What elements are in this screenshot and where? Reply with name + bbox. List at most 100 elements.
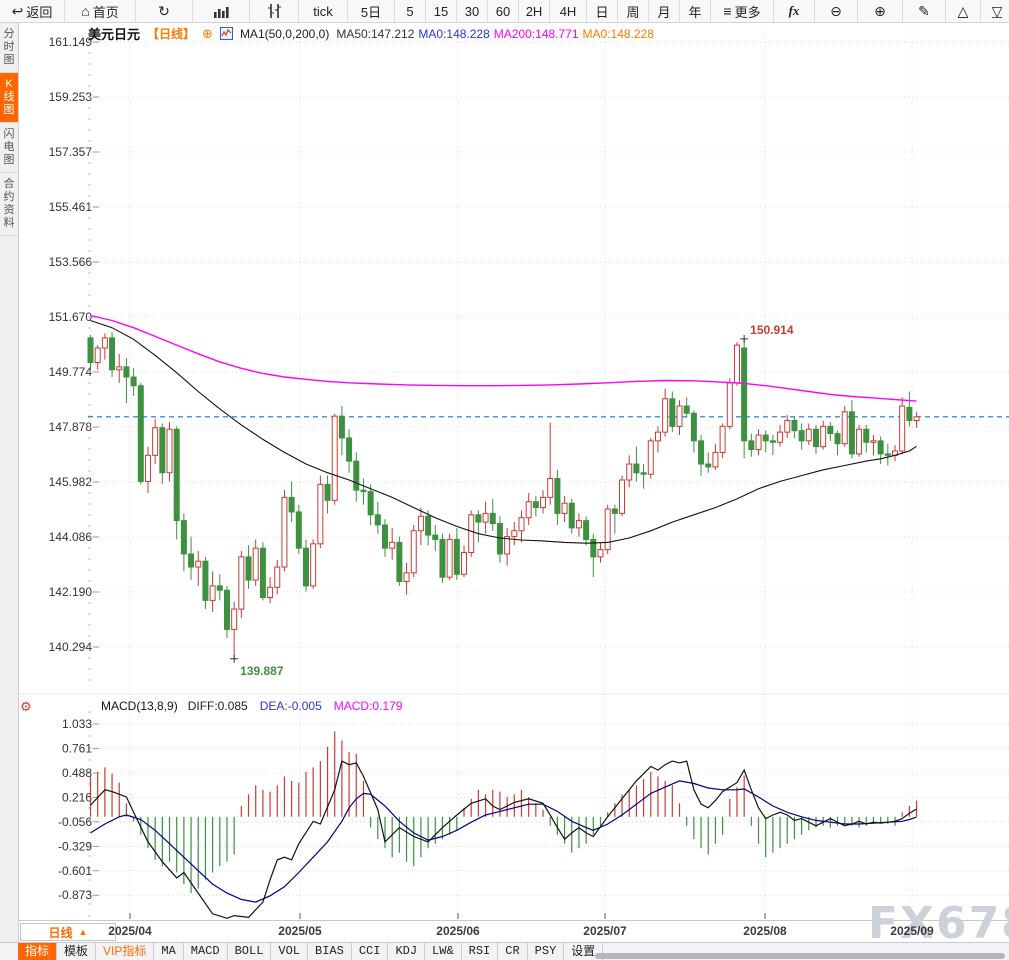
tab-time-share-chart[interactable]: 分时图 xyxy=(0,23,18,73)
more-button[interactable]: ≡ 更多 xyxy=(711,0,774,22)
zoom-in-button[interactable]: ⊕ xyxy=(858,0,903,22)
tab-settings[interactable]: 设置 xyxy=(564,943,604,960)
period-30m-button-label: 30 xyxy=(464,3,480,19)
period-day-button-label: 日 xyxy=(595,4,609,20)
svg-text:0.488: 0.488 xyxy=(62,766,92,780)
svg-text:-0.601: -0.601 xyxy=(58,864,92,878)
x-axis-month-label: 2025/08 xyxy=(743,924,787,938)
symbol-period-label: 【日线】 xyxy=(147,27,196,41)
home-button-label: 首页 xyxy=(92,4,119,20)
macd-title: MACD(13,8,9) xyxy=(101,699,178,713)
svg-text:144.086: 144.086 xyxy=(49,530,93,544)
watermark: FX678 xyxy=(868,898,1009,949)
tab-psy[interactable]: PSY xyxy=(528,943,565,960)
tab-vip-indicators[interactable]: VIP指标 xyxy=(96,943,155,960)
symbol-header: 美元日元 【日线】 ⊕ MA1(50,0,200,0) MA50:147.212… xyxy=(88,24,658,43)
macd-value-label: DIFF:0.085 xyxy=(187,699,248,713)
period-4h-button-label: 4H xyxy=(559,3,577,19)
tab-cci[interactable]: CCI xyxy=(352,943,389,960)
svg-text:147.878: 147.878 xyxy=(49,420,93,434)
refresh-button[interactable]: ↻ xyxy=(136,0,193,22)
high-annotation: 150.914 xyxy=(740,323,794,343)
tab-templates[interactable]: 模板 xyxy=(57,943,97,960)
period-5m-button[interactable]: 5 xyxy=(395,0,426,22)
period-2h-button[interactable]: 2H xyxy=(519,0,550,22)
svg-text:149.774: 149.774 xyxy=(49,365,93,379)
x-axis-month-label: 2025/09 xyxy=(890,924,934,938)
ma-settings-label: MA1(50,0,200,0) xyxy=(239,26,330,41)
back-button-label: 返回 xyxy=(26,4,53,20)
tab-lightning-chart[interactable]: 闪电图 xyxy=(0,123,18,173)
tick-period-button[interactable]: tick xyxy=(299,0,348,22)
tab-indicators[interactable]: 指标 xyxy=(18,943,58,960)
period-month-button[interactable]: 月 xyxy=(649,0,680,22)
period-week-button[interactable]: 周 xyxy=(618,0,649,22)
period-15m-button[interactable]: 15 xyxy=(426,0,457,22)
svg-text:-0.873: -0.873 xyxy=(58,888,92,902)
zoom-out-button[interactable]: ⊖ xyxy=(815,0,858,22)
svg-text:150.914: 150.914 xyxy=(750,323,794,337)
tab-contract-info[interactable]: 合约资料 xyxy=(0,173,18,236)
period-year-button[interactable]: 年 xyxy=(680,0,711,22)
tick-period-button-label: tick xyxy=(313,3,333,19)
macd-header: MACD(13,8,9) DIFF:0.085 DEA:-0.005 MACD:0.… xyxy=(101,699,402,713)
tab-ma[interactable]: MA xyxy=(154,943,184,960)
diff-line xyxy=(90,760,917,919)
period-month-button-label: 月 xyxy=(657,4,671,20)
buy-marker-button[interactable]: △ xyxy=(946,0,981,22)
tab-vol[interactable]: VOL xyxy=(271,943,309,960)
period-4h-button[interactable]: 4H xyxy=(550,0,587,22)
svg-text:145.982: 145.982 xyxy=(49,475,93,489)
refresh-button-icon: ↻ xyxy=(158,3,170,19)
period-60m-button[interactable]: 60 xyxy=(488,0,519,22)
sell-marker-button[interactable]: ▽ xyxy=(981,0,1009,22)
low-annotation: 139.887 xyxy=(230,654,284,678)
svg-text:139.887: 139.887 xyxy=(240,664,284,678)
indicator-settings-icon[interactable]: ⚙ xyxy=(20,699,32,714)
tab-cr[interactable]: CR xyxy=(498,943,528,960)
svg-text:142.190: 142.190 xyxy=(49,585,93,599)
back-button[interactable]: ↩ 返回 xyxy=(0,0,65,22)
period-5m-button-label: 5 xyxy=(406,3,414,19)
period-60m-button-label: 60 xyxy=(495,3,511,19)
period-15m-button-label: 15 xyxy=(433,3,449,19)
macd-histogram xyxy=(89,731,918,894)
top-toolbar: ↩返回⌂首页↻tick5日51530602H4H日周月年≡更多fx⊖⊕✎△▽$模… xyxy=(0,0,1009,23)
tab-kline-chart[interactable]: K线图 xyxy=(0,73,18,123)
tab-bias[interactable]: BIAS xyxy=(308,943,352,960)
svg-text:1.033: 1.033 xyxy=(62,717,92,731)
fx-indicator-button[interactable]: fx xyxy=(774,0,815,22)
sell-marker-button-icon: ▽ xyxy=(991,2,1003,19)
tab-boll[interactable]: BOLL xyxy=(228,943,272,960)
candlestick-icon xyxy=(267,4,281,18)
ma50-line xyxy=(90,319,917,544)
svg-text:153.566: 153.566 xyxy=(49,255,93,269)
macd-value-label: MACD:0.179 xyxy=(333,699,403,713)
tab-macd[interactable]: MACD xyxy=(184,943,228,960)
timeframe-label: 日线 xyxy=(48,925,73,940)
home-button-icon: ⌂ xyxy=(81,3,90,19)
period-day-button[interactable]: 日 xyxy=(587,0,618,22)
zoom-in-button-icon: ⊕ xyxy=(874,3,886,19)
timeframe-selector[interactable]: 日线 ▲ xyxy=(20,923,116,941)
period-5d-button[interactable]: 5日 xyxy=(348,0,395,22)
add-indicator-icon[interactable]: ⊕ xyxy=(202,25,213,41)
grid: 161.149 159.253 157.357 155.461 153.566 151.6… xyxy=(18,30,1009,919)
tab-rsi[interactable]: RSI xyxy=(462,943,499,960)
period-30m-button[interactable]: 30 xyxy=(457,0,488,22)
ma200-line xyxy=(90,314,917,402)
tab-lwr[interactable]: LW& xyxy=(425,943,462,960)
period-2h-button-label: 2H xyxy=(525,3,543,19)
h-scrollbar-thumb[interactable] xyxy=(595,953,1005,959)
svg-text:-0.056: -0.056 xyxy=(58,815,92,829)
svg-text:157.357: 157.357 xyxy=(49,145,93,159)
buy-marker-button-icon: △ xyxy=(957,2,969,19)
svg-text:155.461: 155.461 xyxy=(49,200,93,214)
draw-tool-button[interactable]: ✎ xyxy=(903,0,946,22)
tab-kdj[interactable]: KDJ xyxy=(388,943,426,960)
candlestick-chart-button[interactable] xyxy=(250,0,299,22)
bar-chart-button[interactable] xyxy=(193,0,250,22)
home-button[interactable]: ⌂ 首页 xyxy=(65,0,136,22)
ma-value-label: MA200:148.771 xyxy=(493,26,579,41)
